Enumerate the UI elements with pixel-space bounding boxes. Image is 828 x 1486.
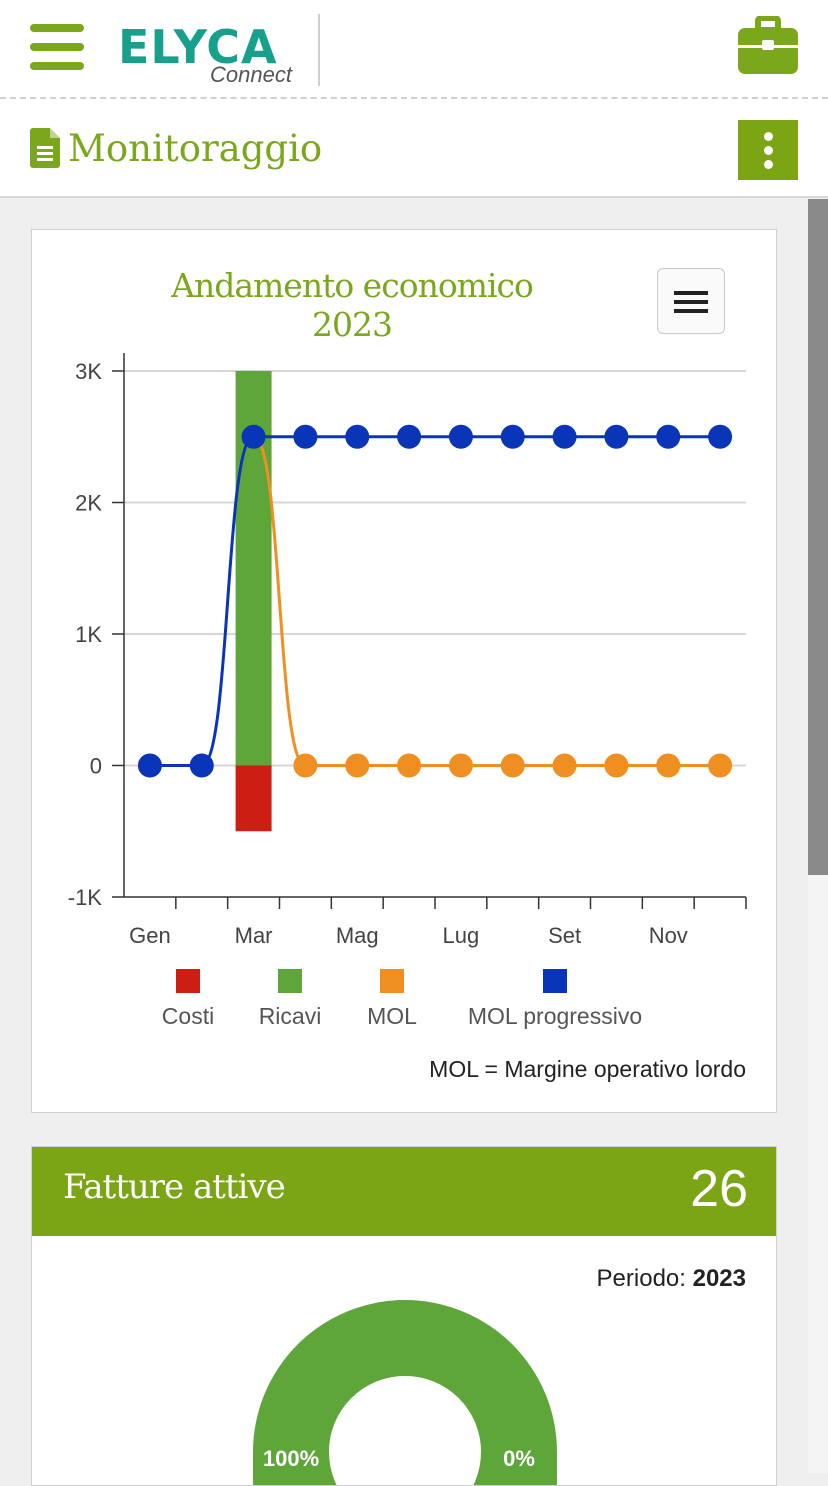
- y-tick-label: 1K: [75, 622, 102, 647]
- logo-subtitle: Connect: [210, 62, 292, 87]
- x-tick-label: Set: [548, 923, 581, 948]
- legend-label: Ricavi: [259, 1003, 322, 1029]
- point-mol-progressivo: [345, 424, 370, 449]
- point-mol: [708, 753, 733, 778]
- x-tick-label: Lug: [443, 923, 480, 948]
- point-mol-progressivo: [189, 753, 214, 778]
- more-options-button[interactable]: [738, 120, 798, 180]
- legend-label: MOL: [367, 1003, 417, 1029]
- y-tick-label: 2K: [75, 491, 102, 516]
- point-mol-progressivo: [293, 424, 318, 449]
- bar-costi: [235, 765, 272, 832]
- invoices-title: Fatture attive: [63, 1167, 286, 1207]
- legend-label: MOL progressivo: [468, 1003, 642, 1029]
- donut-hole: [329, 1376, 481, 1485]
- point-mol-progressivo: [241, 424, 266, 449]
- mol-note: MOL = Margine operativo lordo: [429, 1056, 746, 1082]
- line-mol: [252, 435, 721, 767]
- invoices-count: 26: [690, 1160, 748, 1218]
- logo-divider: [318, 14, 320, 86]
- elyca-logo[interactable]: ELYCA Connect: [118, 14, 328, 88]
- briefcase-icon[interactable]: [738, 16, 798, 74]
- point-mol-progressivo: [137, 753, 162, 778]
- x-tick-label: Mag: [336, 923, 379, 948]
- top-navbar: ELYCA Connect: [0, 0, 828, 99]
- point-mol: [397, 753, 422, 778]
- legend-swatch: [543, 969, 567, 993]
- point-mol: [345, 753, 370, 778]
- legend-label: Costi: [162, 1003, 214, 1029]
- y-tick-label: 3K: [75, 359, 102, 384]
- y-tick-label: 0: [90, 754, 102, 779]
- invoices-card[interactable]: Fatture attive 26 Periodo: 2023 100% 0%: [31, 1146, 777, 1486]
- document-icon: [30, 128, 60, 168]
- period-value: 2023: [692, 1265, 746, 1292]
- period-info: Periodo: 2023: [597, 1265, 746, 1293]
- point-mol: [604, 753, 629, 778]
- legend-swatch: [278, 969, 302, 993]
- donut-label: 0%: [503, 1446, 535, 1471]
- legend-swatch: [380, 969, 404, 993]
- page-title: Monitoraggio: [68, 127, 323, 170]
- point-mol-progressivo: [397, 424, 422, 449]
- point-mol-progressivo: [448, 424, 473, 449]
- y-tick-label: -1K: [68, 885, 103, 910]
- scrollbar-thumb[interactable]: [808, 199, 828, 875]
- point-mol: [552, 753, 577, 778]
- point-mol-progressivo: [708, 424, 733, 449]
- invoices-header[interactable]: Fatture attive 26: [32, 1147, 776, 1236]
- page-header: [0, 99, 828, 198]
- point-mol: [448, 753, 473, 778]
- legend-swatch: [176, 969, 200, 993]
- chart-title: Andamento economico 2023: [171, 266, 534, 344]
- point-mol-progressivo: [552, 424, 577, 449]
- point-mol-progressivo: [604, 424, 629, 449]
- hamburger-menu-icon[interactable]: [30, 24, 84, 70]
- donut-label: 100%: [263, 1446, 319, 1471]
- x-tick-label: Mar: [235, 923, 273, 948]
- point-mol-progressivo: [656, 424, 681, 449]
- line-mol-progressivo: [149, 435, 721, 767]
- point-mol: [656, 753, 681, 778]
- economic-chart: 3K 2K 1K 0 -1K Gen Mar Mag Lug Set Nov Costi Ricavi M…: [68, 353, 747, 1029]
- point-mol: [293, 753, 318, 778]
- x-tick-label: Nov: [649, 923, 688, 948]
- chart-menu-button[interactable]: [657, 268, 725, 334]
- point-mol: [500, 753, 525, 778]
- invoices-donut-chart: 100% 0%: [253, 1300, 557, 1485]
- period-label: Periodo:: [596, 1265, 686, 1292]
- chart-card: 3K 2K 1K 0 -1K Gen Mar Mag Lug Set Nov Costi Ricavi M…: [31, 229, 777, 1113]
- point-mol-progressivo: [500, 424, 525, 449]
- x-tick-label: Gen: [129, 923, 171, 948]
- logo-wordmark: ELYCA: [118, 20, 278, 74]
